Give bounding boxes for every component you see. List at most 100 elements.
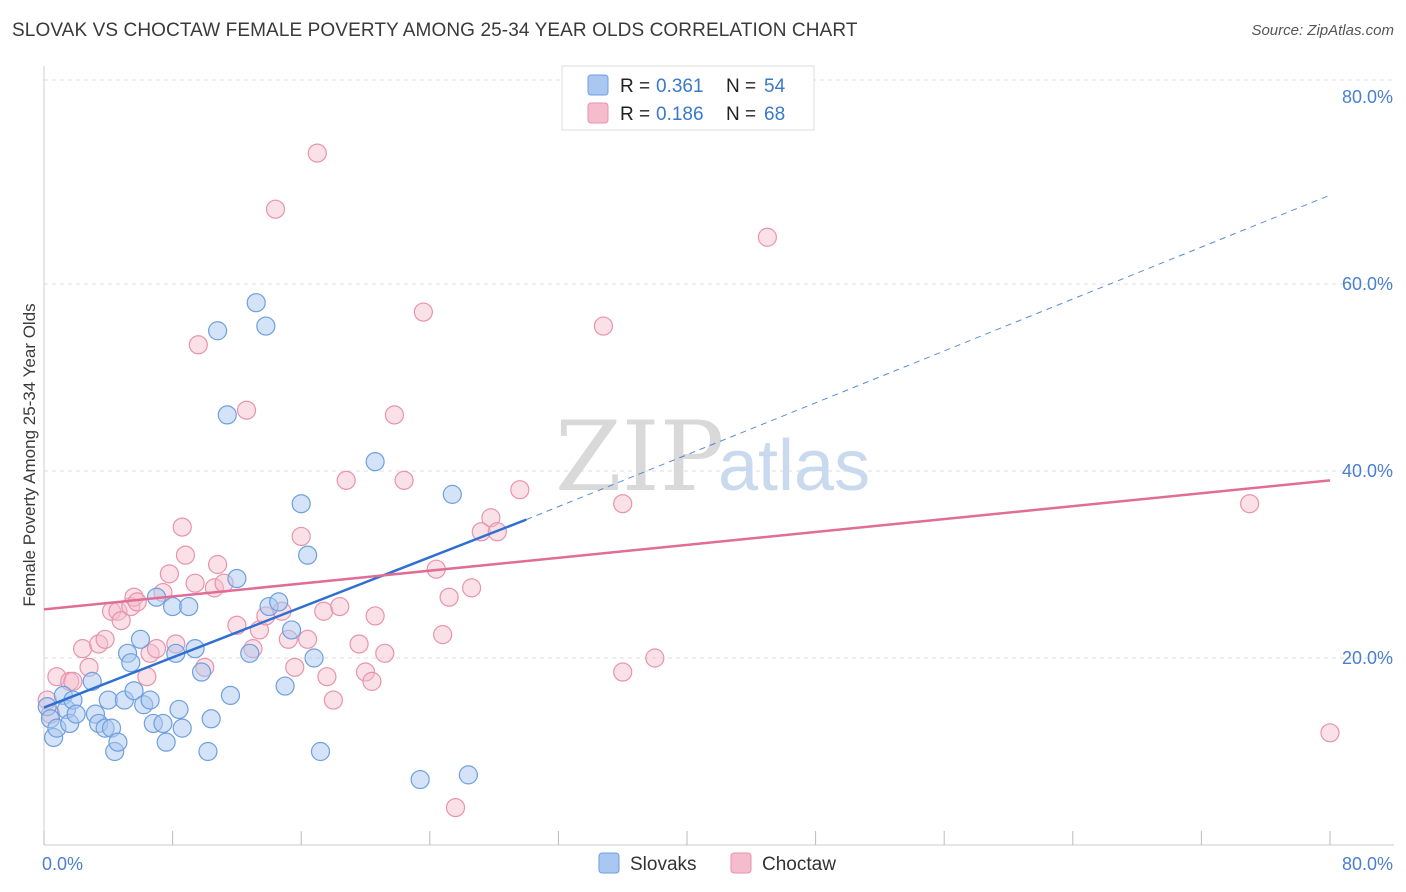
- legend-top: R = 0.361 N = 54 R = 0.186 N = 68: [561, 65, 815, 131]
- choctaw-point: [317, 667, 337, 687]
- slovaks-points: [37, 293, 478, 790]
- choctaw-point: [323, 690, 343, 710]
- slovaks-point: [291, 494, 311, 514]
- legend-r-value-slovaks: 0.361: [656, 76, 704, 97]
- slovaks-point: [298, 545, 318, 565]
- slovaks-point: [442, 484, 462, 504]
- choctaw-point: [72, 639, 93, 659]
- choctaw-point: [445, 797, 466, 818]
- choctaw-point: [365, 606, 385, 626]
- choctaw-point: [1320, 723, 1340, 743]
- choctaw-point: [265, 199, 286, 219]
- choctaw-point: [208, 554, 228, 575]
- choctaw-point: [375, 643, 395, 663]
- x-tick-label-min: 0.0%: [42, 854, 83, 874]
- legend-swatch-choctaw: [587, 102, 609, 124]
- slovaks-point: [108, 732, 128, 752]
- slovaks-point: [269, 592, 289, 612]
- legend-r-label-choctaw: R =: [620, 104, 650, 125]
- choctaw-point: [111, 610, 131, 631]
- slovaks-point: [198, 741, 218, 762]
- choctaw-point: [645, 648, 665, 668]
- choctaw-point: [298, 629, 318, 649]
- slovaks-point: [172, 718, 192, 738]
- legend-n-label-choctaw: N =: [726, 104, 756, 125]
- slovaks-point: [217, 405, 237, 425]
- slovaks-point: [208, 321, 228, 341]
- slovaks-point: [304, 648, 324, 668]
- choctaw-point: [355, 662, 376, 682]
- slovaks-point: [275, 676, 295, 696]
- slovaks-point: [121, 653, 141, 673]
- grid-lines: [44, 79, 1394, 659]
- choctaw-point: [159, 564, 179, 584]
- legend-r-value-choctaw: 0.186: [656, 104, 704, 125]
- legend-bottom-swatch-slovaks: [598, 852, 620, 874]
- choctaw-point: [188, 335, 208, 355]
- legend-swatch-slovaks: [587, 74, 609, 96]
- slovaks-trend-extension: [526, 194, 1331, 521]
- slovaks-point: [410, 769, 430, 790]
- choctaw-point: [413, 302, 433, 322]
- slovaks-point: [365, 452, 385, 472]
- slovaks-point: [256, 316, 276, 336]
- choctaw-point: [307, 143, 327, 163]
- slovaks-point: [458, 765, 478, 785]
- choctaw-point: [236, 400, 257, 420]
- slovaks-point: [281, 620, 302, 640]
- slovaks-point: [98, 690, 118, 710]
- watermark-zip: ZIP: [555, 401, 724, 513]
- y-tick-label: 80.0%: [1342, 87, 1393, 107]
- choctaw-point: [384, 405, 405, 425]
- slovaks-trend-line: [43, 518, 527, 709]
- x-tick-labels: 0.0% 80.0%: [42, 854, 1393, 874]
- slovaks-point: [220, 685, 241, 706]
- choctaw-point: [1240, 494, 1260, 514]
- chart-title: SLOVAK VS CHOCTAW FEMALE POVERTY AMONG 2…: [12, 20, 858, 41]
- choctaw-point: [146, 639, 167, 659]
- y-tick-label: 20.0%: [1342, 648, 1393, 668]
- slovaks-point: [179, 596, 199, 617]
- choctaw-trend-line: [43, 479, 1331, 611]
- legend-bottom-label-slovaks: Slovaks: [630, 854, 697, 875]
- choctaw-point: [461, 578, 482, 598]
- slovaks-point: [124, 681, 144, 701]
- legend-n-label-slovaks: N =: [726, 76, 756, 97]
- choctaw-point: [185, 573, 205, 593]
- choctaw-point: [757, 227, 777, 247]
- slovaks-point: [140, 690, 160, 710]
- watermark: ZIP atlas: [555, 401, 870, 513]
- y-tick-label: 60.0%: [1342, 274, 1393, 294]
- choctaw-point: [314, 601, 334, 621]
- watermark-atlas: atlas: [718, 426, 870, 506]
- choctaw-point: [349, 634, 369, 654]
- choctaw-point: [291, 526, 311, 547]
- choctaw-point: [394, 470, 414, 490]
- choctaw-point: [63, 671, 83, 691]
- slovaks-point: [240, 643, 260, 663]
- slovaks-point: [227, 568, 247, 589]
- legend-bottom-label-choctaw: Choctaw: [762, 854, 836, 875]
- legend-n-value-choctaw: 68: [764, 104, 785, 125]
- slovaks-point: [130, 629, 151, 649]
- legend-bottom: Slovaks Choctaw: [598, 852, 836, 875]
- trend-lines: [43, 194, 1331, 709]
- choctaw-point: [362, 671, 382, 691]
- choctaw-point: [510, 480, 530, 500]
- slovaks-point: [66, 704, 86, 724]
- slovaks-point: [163, 596, 183, 617]
- choctaw-point: [593, 316, 614, 336]
- legend-r-label-slovaks: R =: [620, 76, 650, 97]
- slovaks-point: [191, 662, 212, 682]
- y-tick-labels: 20.0% 40.0% 60.0% 80.0%: [1342, 87, 1393, 668]
- slovaks-point: [153, 713, 173, 734]
- slovaks-point: [169, 699, 189, 720]
- slovaks-point: [310, 741, 331, 762]
- choctaw-point: [172, 517, 192, 537]
- slovaks-point: [201, 709, 221, 729]
- choctaw-point: [613, 662, 633, 682]
- slovaks-point: [246, 293, 266, 313]
- choctaw-point: [285, 657, 305, 677]
- choctaw-point: [175, 545, 196, 565]
- y-tick-label: 40.0%: [1342, 461, 1393, 481]
